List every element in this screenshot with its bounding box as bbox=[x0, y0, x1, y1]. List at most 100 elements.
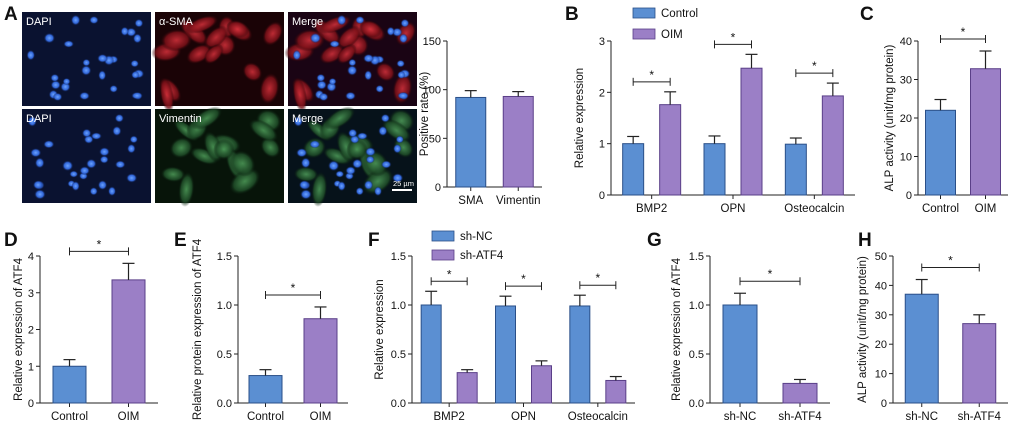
nucleus-dot bbox=[395, 135, 405, 144]
y-tick-label: 50 bbox=[875, 251, 887, 263]
actin-cell bbox=[336, 25, 362, 50]
x-tick-label: SMA bbox=[458, 195, 483, 207]
x-tick-label: sh-ATF4 bbox=[958, 411, 1002, 423]
bar bbox=[455, 96, 487, 188]
vimentin-cell bbox=[191, 106, 223, 130]
nucleus-dot bbox=[337, 180, 346, 192]
legend-label-sh-nc: sh-NC bbox=[460, 231, 493, 243]
y-tick-label: 10 bbox=[875, 369, 887, 381]
y-axis-label: Positive rate (%) bbox=[419, 72, 431, 157]
y-tick-label: 30 bbox=[900, 75, 912, 87]
chart-e: 0.0 0.5 1.0 1.5 Relative protein expression … bbox=[192, 238, 348, 423]
y-tick-label: 1.0 bbox=[391, 300, 406, 312]
vimentin-cell bbox=[293, 166, 319, 183]
chart-a: 0 50 100 150 Positive rate (%) SMA Vimentin bbox=[419, 36, 542, 207]
nucleus-dot bbox=[112, 125, 122, 137]
x-tick-label: Osteocalcin bbox=[784, 203, 844, 215]
nucleus-dot bbox=[85, 158, 97, 169]
y-tick-label: 3 bbox=[28, 288, 34, 300]
y-tick-label: 0.5 bbox=[391, 349, 406, 361]
nucleus-dot bbox=[364, 147, 376, 157]
nucleus-dot bbox=[120, 26, 129, 37]
nucleus-dot bbox=[336, 14, 347, 26]
nucleus-dot bbox=[309, 32, 322, 44]
nucleus-dot bbox=[89, 15, 99, 25]
bar bbox=[248, 375, 283, 404]
nucleus-dot bbox=[61, 160, 74, 172]
vimentin-cell bbox=[169, 137, 194, 159]
vimentin-cell bbox=[160, 166, 186, 183]
legend-f: sh-NC sh-ATF4 bbox=[431, 230, 504, 262]
nucleus-dot bbox=[30, 148, 42, 158]
y-tick-label: 20 bbox=[875, 339, 887, 351]
micrograph-merge-1: Merge bbox=[284, 12, 417, 113]
nucleus-dot bbox=[131, 70, 140, 79]
significance-star: * bbox=[521, 272, 526, 286]
nucleus-dot bbox=[355, 187, 364, 196]
significance-star: * bbox=[595, 271, 600, 285]
vimentin-cell bbox=[229, 167, 261, 195]
bar bbox=[495, 305, 516, 404]
bar bbox=[821, 95, 844, 196]
significance-star: * bbox=[731, 30, 736, 44]
bar bbox=[904, 293, 939, 404]
nucleus-dot bbox=[380, 160, 392, 169]
significance-star: * bbox=[961, 25, 966, 39]
actin-cell bbox=[242, 62, 263, 82]
nucleus-dot bbox=[346, 65, 358, 76]
vimentin-cell bbox=[324, 106, 356, 130]
x-tick-label: Control bbox=[247, 411, 284, 423]
nucleus-dot bbox=[393, 143, 402, 154]
y-tick-label: 0 bbox=[906, 190, 912, 202]
nucleus-dot bbox=[318, 92, 329, 102]
y-tick-label: 40 bbox=[900, 36, 912, 48]
y-tick-label: 0.0 bbox=[689, 398, 704, 410]
y-axis-label: Relative expression of ATF4 bbox=[13, 257, 25, 401]
bar bbox=[111, 279, 146, 404]
significance-star: * bbox=[97, 237, 102, 251]
panel-letter-h: H bbox=[858, 230, 872, 251]
y-tick-label: 0.0 bbox=[391, 398, 406, 410]
nucleus-dot bbox=[298, 180, 310, 190]
micrograph-label: Merge bbox=[292, 16, 323, 28]
nucleus-dot bbox=[63, 40, 75, 48]
nucleus-dot bbox=[316, 80, 327, 90]
y-tick-label: 4 bbox=[28, 251, 34, 263]
micrograph-label: DAPI bbox=[26, 16, 52, 28]
x-tick-label: sh-NC bbox=[724, 411, 757, 423]
vimentin-cell bbox=[346, 138, 368, 160]
significance-star: * bbox=[649, 68, 654, 82]
bar bbox=[740, 67, 763, 196]
nucleus-dot bbox=[397, 70, 406, 79]
actin-cell bbox=[160, 28, 193, 52]
bar bbox=[531, 365, 552, 404]
nucleus-dot bbox=[131, 91, 143, 100]
vimentin-cell bbox=[248, 118, 279, 143]
micrograph-dapi-1: DAPI bbox=[22, 12, 151, 106]
legend-label-sh-atf4: sh-ATF4 bbox=[460, 250, 504, 262]
micrograph-grid: DAPI α-SMA Merge DAPI Vimentin Merge bbox=[22, 12, 417, 207]
nucleus-dot bbox=[365, 155, 375, 164]
nucleus-dot bbox=[27, 115, 37, 127]
nucleus-dot bbox=[109, 84, 118, 93]
bar bbox=[962, 323, 997, 404]
nucleus-dot bbox=[107, 186, 117, 197]
actin-cell bbox=[375, 62, 396, 82]
micrograph-label: Merge bbox=[292, 113, 323, 125]
nucleus-dot bbox=[132, 33, 142, 44]
nucleus-dot bbox=[114, 160, 126, 169]
nucleus-dot bbox=[114, 113, 124, 123]
actin-cell bbox=[159, 77, 175, 113]
nucleus-dot bbox=[97, 180, 108, 191]
y-tick-label: 0 bbox=[881, 398, 887, 410]
panel-letter-c: C bbox=[860, 4, 874, 25]
legend-label-control: Control bbox=[661, 8, 698, 20]
y-tick-label: 2 bbox=[599, 87, 605, 99]
x-tick-label: OPN bbox=[721, 203, 746, 215]
y-tick-label: 30 bbox=[875, 310, 887, 322]
chart-g: 0.0 0.5 1.0 1.5 Relative expression of ATF4 s… bbox=[671, 251, 830, 423]
nucleus-dot bbox=[62, 77, 71, 86]
significance-star: * bbox=[447, 267, 452, 281]
